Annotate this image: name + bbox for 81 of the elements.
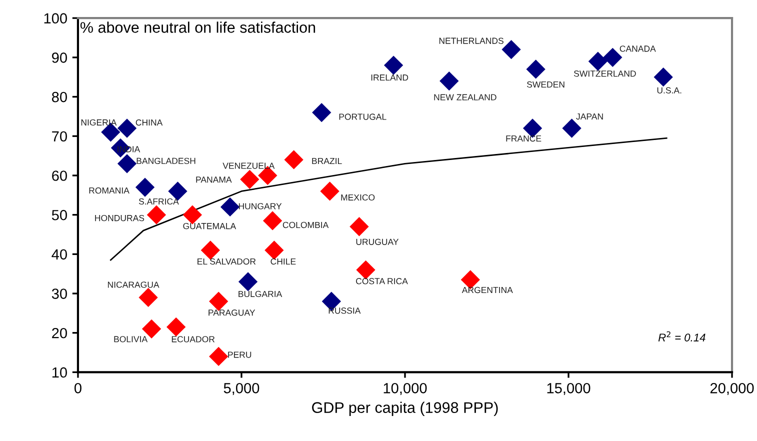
- point: [182, 205, 202, 224]
- annotation: URUGUAY: [356, 238, 399, 245]
- point: [384, 56, 404, 75]
- annotation: NIGERIA: [81, 119, 117, 126]
- y-tick-label: 10: [52, 367, 67, 378]
- x-tick-label: 10,000: [384, 383, 427, 396]
- annotation: INDIA: [118, 146, 140, 152]
- annotation: CANADA: [620, 46, 656, 52]
- annotation: FRANCE: [506, 135, 542, 142]
- point: [562, 118, 582, 138]
- annotation: SWITZERLAND: [574, 70, 636, 77]
- y-tick-label: 50: [52, 210, 67, 220]
- point: [138, 288, 158, 308]
- annotation: IRELAND: [371, 74, 408, 81]
- point: [262, 211, 282, 230]
- annotation: S.AFRICA: [138, 198, 179, 205]
- annotation: ROMANIA: [89, 187, 130, 194]
- y-axis-title: % above neutral on life satisfaction: [80, 22, 316, 33]
- annotation: JAPAN: [576, 113, 603, 120]
- point: [526, 60, 546, 79]
- annotation: VENEZUELA: [222, 162, 275, 169]
- annotation: PORTUGAL: [339, 114, 386, 120]
- point: [320, 182, 340, 201]
- point: [312, 102, 332, 122]
- point: [284, 150, 304, 170]
- annotation: ECUADOR: [172, 336, 215, 342]
- point: [117, 118, 137, 138]
- point: [264, 240, 284, 260]
- annotation: SWEDEN: [527, 81, 564, 88]
- annotation: RUSSIA: [328, 308, 361, 314]
- y-tick-label: 20: [52, 328, 67, 338]
- point: [654, 68, 673, 87]
- point: [238, 272, 258, 292]
- x-axis-title: GDP per capita (1998 PPP): [312, 402, 498, 416]
- annotation: CHILE: [270, 258, 296, 265]
- point: [440, 71, 459, 91]
- y-tick-label: 100: [44, 13, 67, 24]
- annotation: GUATEMALA: [183, 222, 236, 230]
- point: [117, 154, 137, 174]
- point: [588, 52, 608, 71]
- y-tick-label: 90: [52, 52, 67, 63]
- annotation: NEW ZEALAND: [434, 94, 496, 100]
- x-tick-label: 5,000: [224, 383, 260, 396]
- point: [146, 205, 166, 224]
- annotation: CHINA: [136, 119, 163, 126]
- point: [200, 240, 220, 260]
- point: [240, 170, 260, 189]
- annotation: HUNGARY: [238, 203, 282, 210]
- x-tick-label: 15,000: [547, 383, 590, 396]
- y-tick-label: 70: [52, 131, 67, 142]
- annotation: EL SALVADOR: [198, 258, 256, 265]
- point: [220, 197, 240, 217]
- annotation: NETHERLANDS: [439, 38, 504, 44]
- annotation: PARAGUAY: [208, 310, 256, 316]
- y-tick-label: 40: [52, 249, 67, 260]
- point: [135, 178, 155, 197]
- x-tick-label: 0: [74, 383, 82, 394]
- annotation: PERU: [228, 352, 252, 358]
- point: [356, 260, 376, 280]
- annotation: BRAZIL: [312, 158, 342, 164]
- y-tick-label: 30: [52, 288, 67, 299]
- point: [209, 292, 228, 311]
- annotation: BANGLADESH: [136, 158, 196, 164]
- y-tick-label: 80: [52, 92, 67, 102]
- point: [502, 40, 521, 60]
- annotation: COLOMBIA: [282, 222, 329, 228]
- annotation: ARGENTINA: [462, 286, 513, 294]
- y-tick-label: 60: [52, 170, 67, 181]
- annotation: NICARAGUA: [108, 282, 160, 288]
- annotation: MEXICO: [341, 194, 375, 201]
- annotation: COSTA RICA: [356, 278, 408, 284]
- point: [166, 317, 186, 337]
- point: [350, 217, 369, 236]
- point: [209, 346, 228, 366]
- annotation: HONDURAS: [95, 214, 144, 222]
- annotation: BOLIVIA: [114, 336, 148, 342]
- annotation: U.S.A.: [657, 87, 682, 94]
- x-tick-label: 20,000: [710, 383, 754, 396]
- annotation: BULGARIA: [238, 290, 282, 298]
- annotation: PANAMA: [196, 176, 232, 183]
- annotation: R$^{2}$ = 0.14: [658, 331, 706, 342]
